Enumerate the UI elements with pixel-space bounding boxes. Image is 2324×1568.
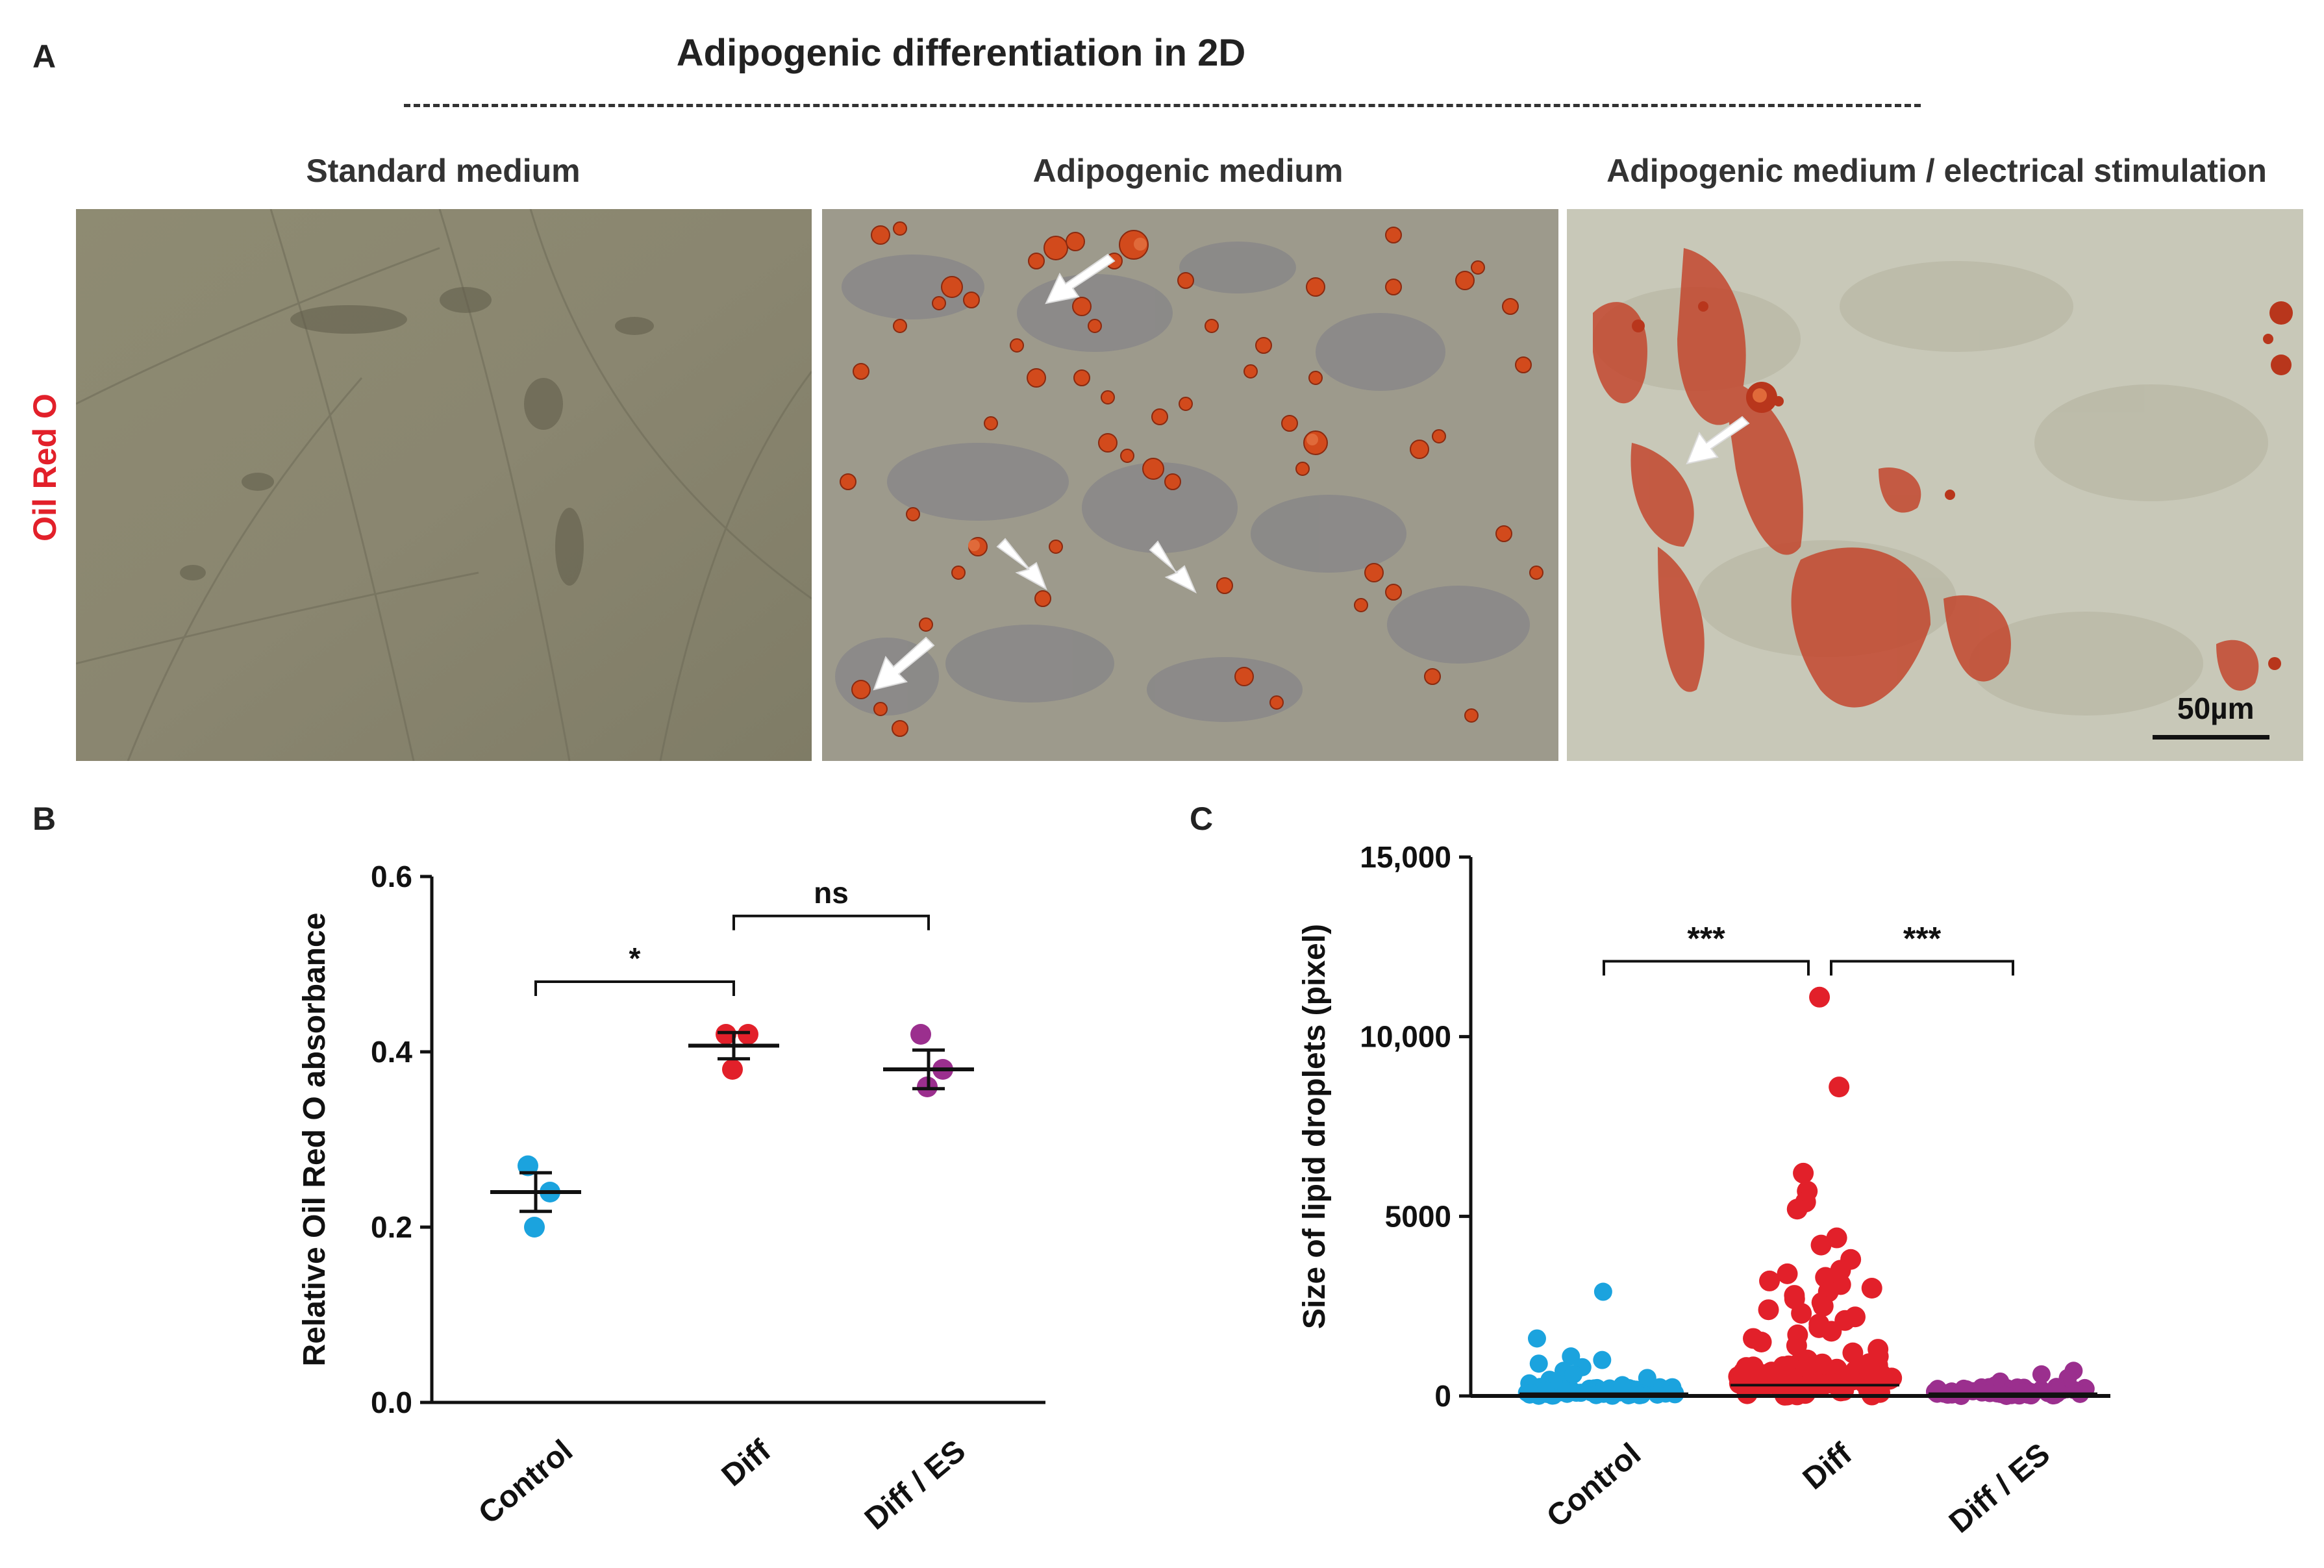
chart-c-x-tick-label: Control [1540, 1437, 1647, 1534]
figure-title: Adipogenic differentiation in 2D [676, 32, 1246, 74]
chart-b-y-tick-label: 0.2 [371, 1210, 412, 1244]
chart-c-point [1742, 1360, 1764, 1382]
chart-b: 0.0 0.2 0.4 0.6 Relative Oil Red O absorbanc… [260, 792, 1104, 1565]
chart-c-point [1759, 1270, 1780, 1291]
chart-c-point [1791, 1302, 1812, 1324]
column-title-adipogenic: Adipogenic medium [1032, 153, 1343, 189]
micrograph-standard-svg [76, 209, 812, 761]
chart-c-significance-label: *** [1903, 920, 1942, 956]
chart-b-significance-label: ns [814, 876, 849, 910]
chart-c-significance-label: *** [1687, 920, 1725, 956]
chart-b-y-tick-label: 0.6 [371, 860, 412, 893]
panel-a-letter: A [32, 38, 56, 75]
micrograph-adipogenic-es-svg [1567, 209, 2303, 761]
chart-c-point [1826, 1227, 1847, 1249]
chart-c-y-tick-label: 10,000 [1360, 1020, 1451, 1054]
chart-b-point [716, 1024, 736, 1045]
micrograph-adipogenic-svg [822, 209, 1558, 761]
chart-c-point [1786, 1199, 1808, 1220]
chart-c-point [1821, 1321, 1842, 1342]
chart-c-point [1810, 1376, 1832, 1398]
oil-red-o-label: Oil Red O [27, 393, 63, 541]
chart-c-point [1862, 1363, 1884, 1385]
chart-c-point [1795, 1356, 1817, 1378]
chart-c-x-tick-label: Diff [1797, 1436, 1859, 1497]
panel-c-letter: C [1190, 801, 1214, 837]
chart-c-point [1638, 1369, 1656, 1388]
chart-b-significance-bracket [534, 980, 735, 996]
chart-c-point [1861, 1278, 1882, 1299]
title-dashed-rule [404, 104, 1921, 107]
chart-b-point [722, 1059, 743, 1080]
chart-b-significance-label: * [629, 941, 641, 975]
chart-c-point [1527, 1329, 1546, 1348]
chart-c-point [1777, 1263, 1798, 1284]
chart-c-point [1842, 1342, 1864, 1363]
chart-b-y-tick-label: 0.4 [371, 1035, 412, 1069]
chart-c-point [1529, 1354, 1548, 1373]
chart-c: 0 5000 10,000 15,000 Size of lipid droplets … [1266, 792, 2123, 1565]
chart-c-point [1562, 1347, 1581, 1366]
scale-bar-line [2153, 735, 2269, 740]
chart-c-point [1564, 1365, 1583, 1384]
chart-c-y-axis-title: Size of lipid droplets (pixel) [1297, 924, 1332, 1329]
chart-c-significance-bracket [1603, 960, 1810, 976]
column-title-standard: Standard medium [306, 153, 581, 189]
chart-c-point [1812, 1295, 1834, 1317]
chart-b-x-tick-label: Diff [716, 1433, 778, 1493]
panel-b-letter: B [32, 801, 56, 837]
micrograph-adipogenic-medium [822, 209, 1558, 761]
chart-c-y-tick-label: 5000 [1385, 1199, 1451, 1233]
chart-c-point [1751, 1332, 1772, 1352]
chart-c-point [1786, 1335, 1807, 1356]
chart-c-significance-bracket [1830, 960, 2014, 976]
chart-c-svg: 0 5000 10,000 15,000 Size of lipid droplets … [1297, 840, 2110, 1540]
column-title-adipogenic-es: Adipogenic medium / electrical stimulati… [1606, 153, 2267, 189]
micrograph-standard-medium [76, 209, 812, 761]
chart-c-point [1829, 1076, 1850, 1098]
chart-c-point [1809, 986, 1830, 1008]
chart-c-point [2032, 1365, 2051, 1384]
chart-c-point [1810, 1234, 1832, 1256]
chart-b-y-tick-label: 0.0 [371, 1386, 412, 1419]
chart-b-point [524, 1217, 545, 1238]
chart-b-svg: 0.0 0.2 0.4 0.6 Relative Oil Red O absorbanc… [297, 860, 1045, 1537]
chart-c-point [1593, 1350, 1612, 1369]
scale-bar-label: 50µm [2177, 691, 2255, 725]
chart-b-point [738, 1024, 758, 1045]
chart-c-point [1793, 1162, 1814, 1184]
chart-c-point [1737, 1378, 1758, 1399]
chart-b-point [518, 1155, 538, 1176]
chart-b-point [910, 1024, 931, 1045]
chart-b-x-tick-label: Control [472, 1434, 579, 1531]
chart-c-y-tick-label: 0 [1434, 1379, 1451, 1413]
chart-c-y-tick-label: 15,000 [1360, 840, 1451, 874]
chart-c-point [1613, 1376, 1632, 1395]
micrograph-adipogenic-es: 50µm [1567, 209, 2303, 761]
chart-b-y-axis-title: Relative Oil Red O absorbance [297, 913, 332, 1367]
chart-b-significance-bracket [732, 914, 930, 930]
chart-c-point [1758, 1299, 1779, 1321]
chart-b-x-tick-label: Diff / ES [858, 1434, 972, 1537]
chart-c-point [1593, 1282, 1612, 1301]
chart-c-x-tick-label: Diff / ES [1943, 1437, 2056, 1540]
